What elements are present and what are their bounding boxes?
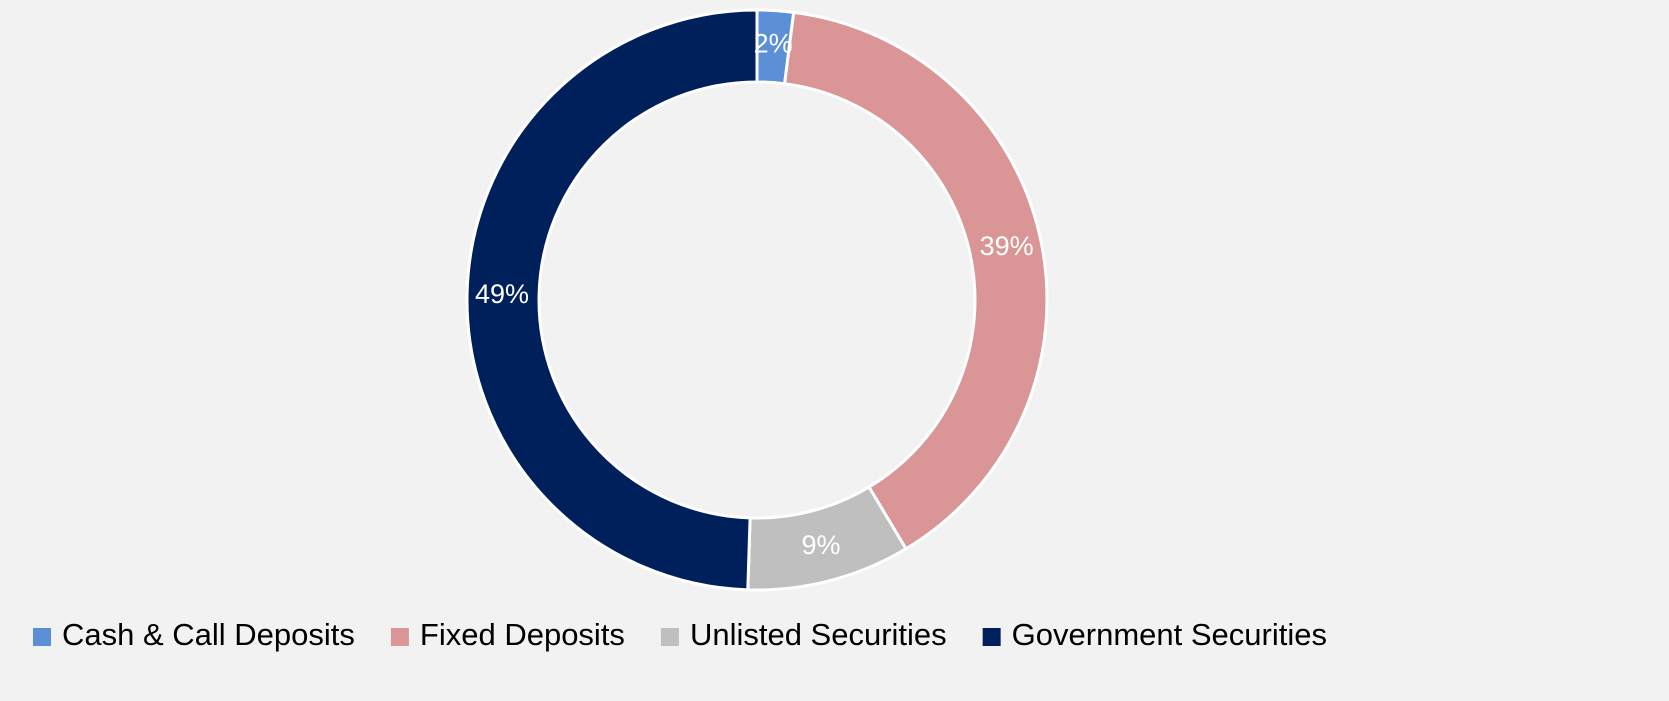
legend: Cash & Call Deposits Fixed Deposits Unlist… (33, 617, 1327, 652)
donut (465, 8, 1049, 592)
slice (465, 8, 759, 592)
legend-label: Cash & Call Deposits (62, 617, 355, 652)
legend-swatch (33, 628, 51, 646)
slice-label: 39% (980, 231, 1034, 261)
legend-label: Unlisted Securities (690, 617, 947, 652)
slice (782, 10, 1049, 551)
slice-label: 49% (475, 279, 529, 309)
slice-label: 9% (802, 530, 841, 560)
legend-swatch (982, 628, 1001, 646)
legend-swatch (660, 628, 679, 646)
legend-swatch (390, 628, 409, 646)
legend-label: Fixed Deposits (420, 617, 625, 652)
legend-label: Government Securities (1012, 617, 1327, 652)
data-labels: 2% 39% 9% 49% (475, 29, 1034, 560)
slice-label: 2% (754, 29, 793, 59)
